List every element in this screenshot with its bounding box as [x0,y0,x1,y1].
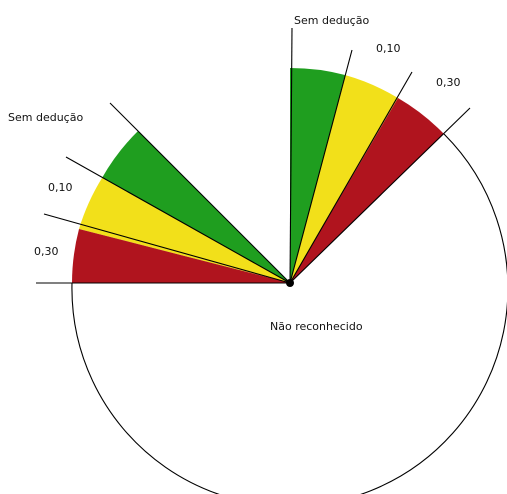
label-right-010: 0,10 [376,42,401,55]
left-boundary-outer [109,102,291,284]
sector-right-010 [290,75,398,283]
label-left-010: 0,10 [48,181,73,194]
center-point [286,279,294,287]
right-boundary-outer [289,107,471,284]
right-boundary-010 [289,49,353,284]
sector-left-030 [72,229,290,283]
left-boundary-010 [65,156,291,284]
label-right-030: 0,30 [436,76,461,89]
sector-right-030 [290,98,444,283]
label-left-no-deduction: Sem dedução [8,111,83,124]
sector-left-no-deduction [102,131,290,283]
not-recognized-arc [71,133,507,494]
right-boundary-vertical [289,27,293,284]
label-not-recognized: Não reconhecido [270,320,363,333]
label-right-no-deduction: Sem dedução [294,14,369,27]
label-left-030: 0,30 [34,245,59,258]
left-boundary-030 [43,213,291,284]
sector-left-010 [79,178,290,283]
right-boundary-030 [289,71,413,284]
